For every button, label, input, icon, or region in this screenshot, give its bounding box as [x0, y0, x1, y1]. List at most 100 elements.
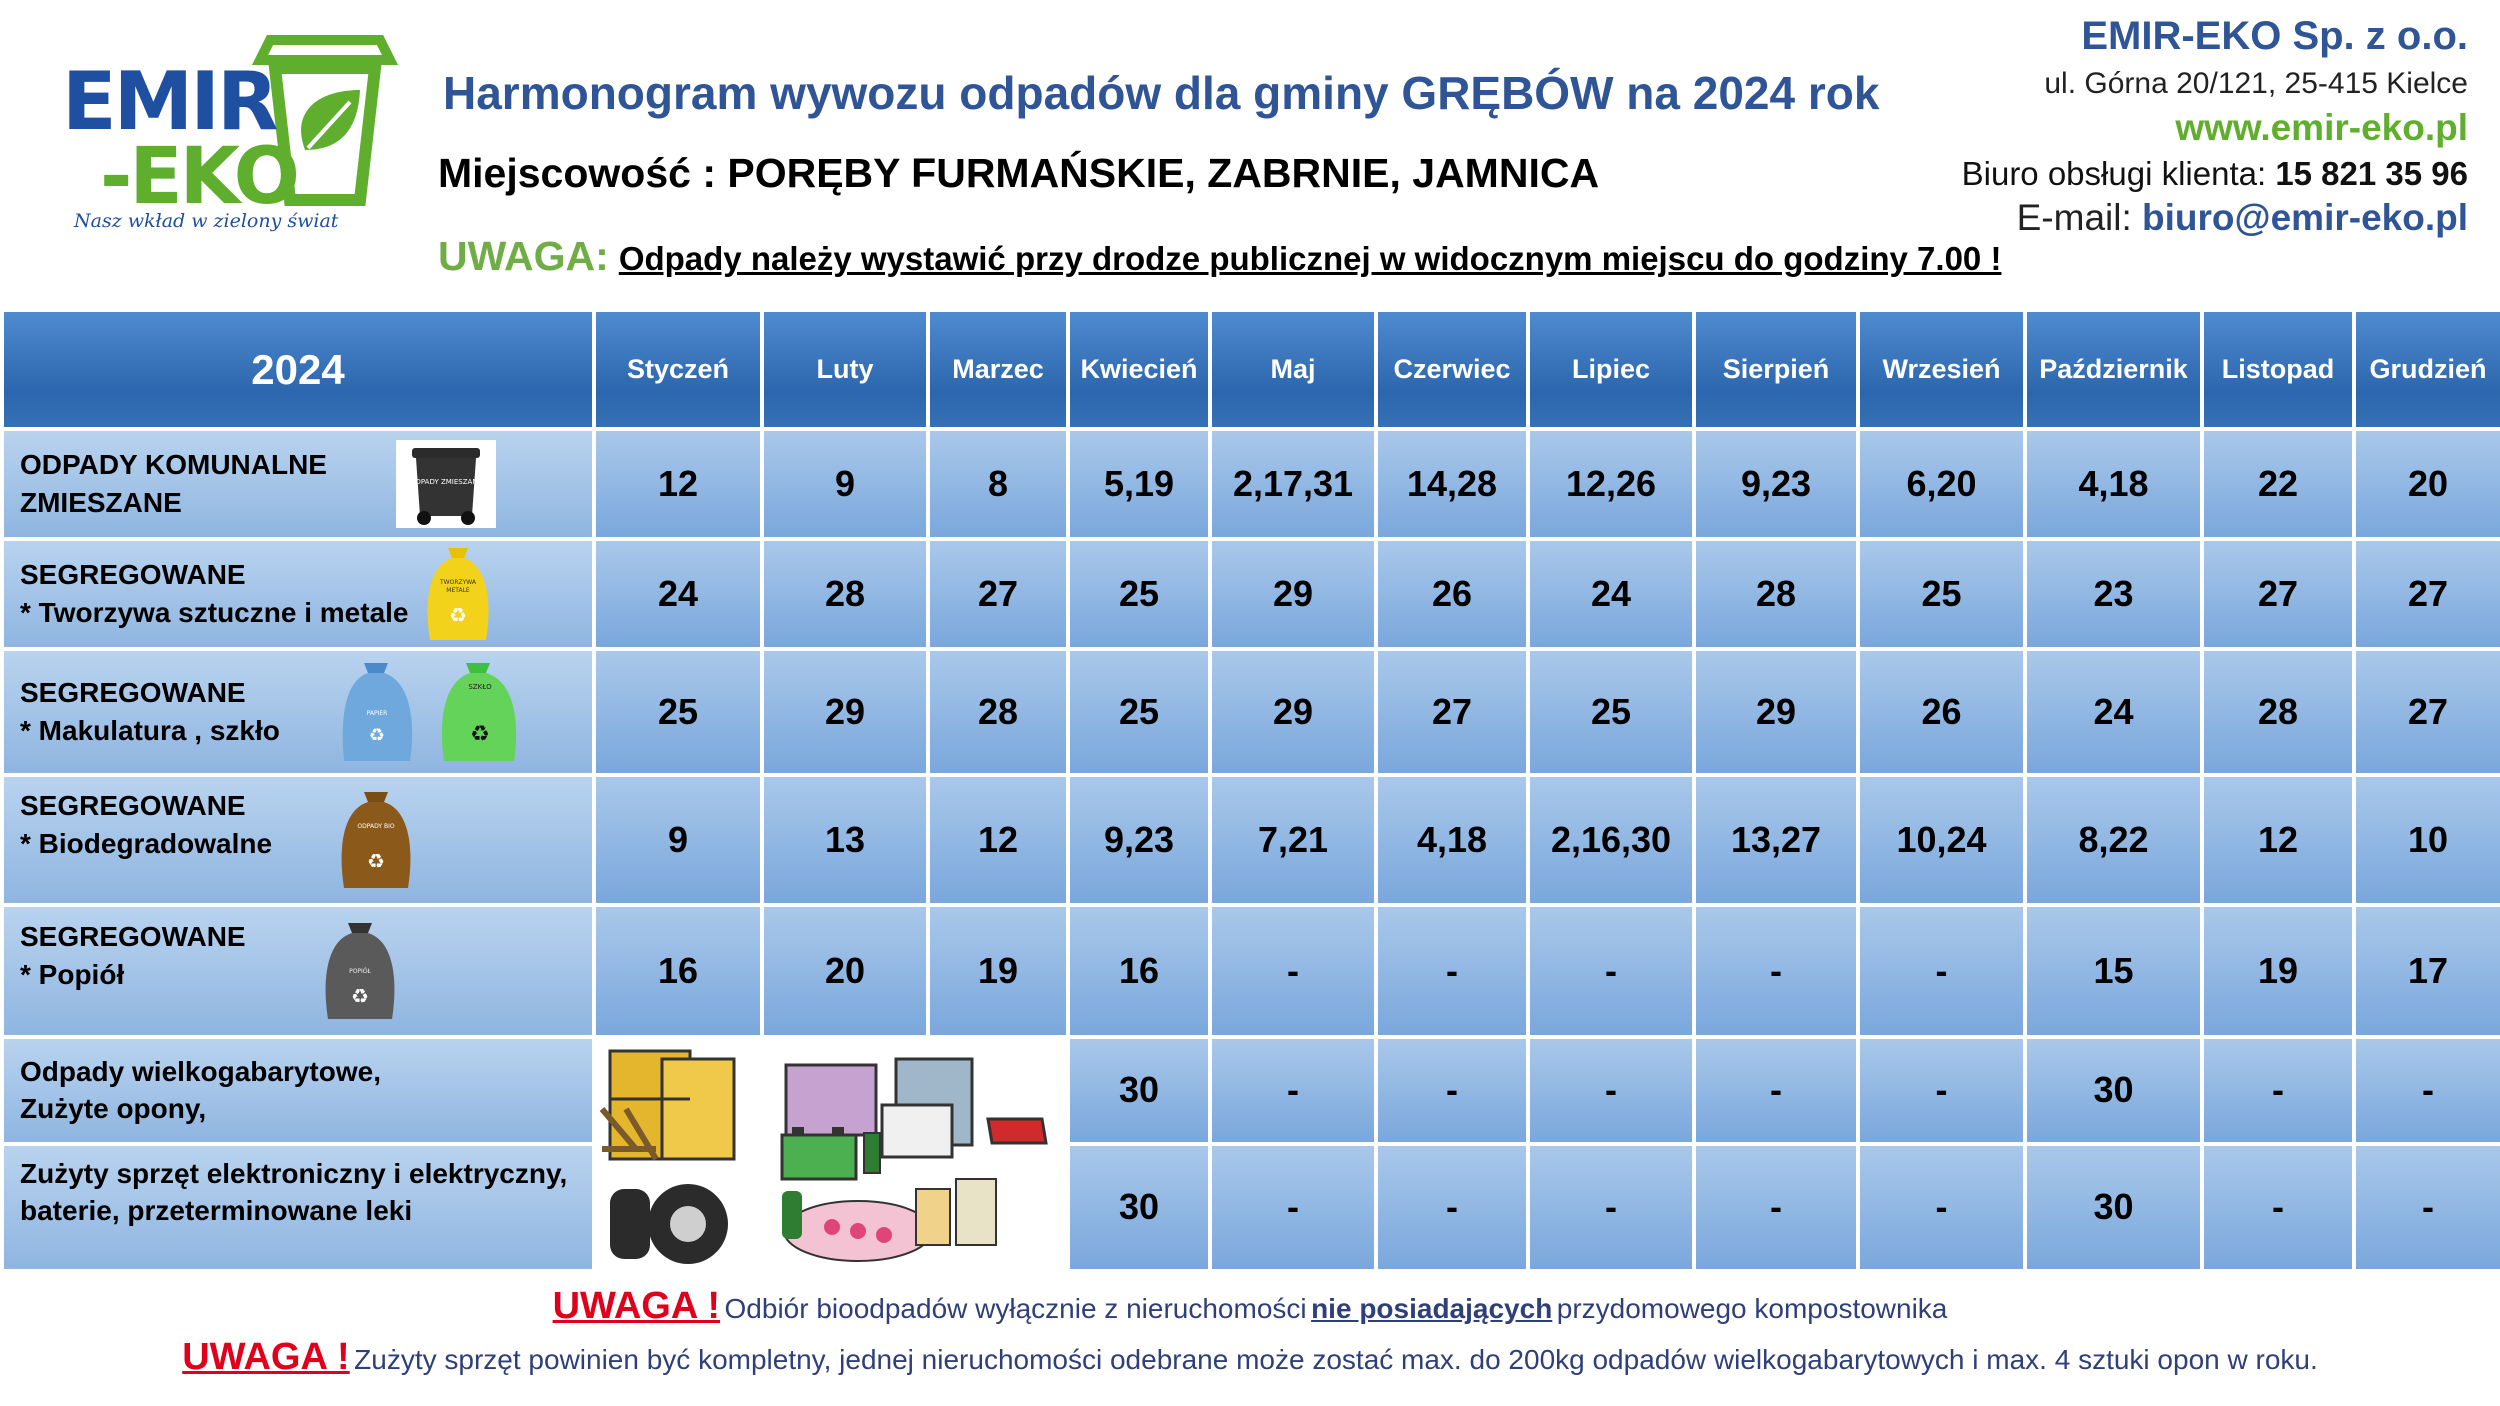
svg-text:ODPADY ZMIESZANE: ODPADY ZMIESZANE [410, 478, 482, 486]
schedule-cell: 27 [2200, 537, 2356, 651]
schedule-cell: 27 [2352, 647, 2500, 777]
svg-text:♻: ♻ [351, 984, 369, 1008]
bulky-waste-illustration [592, 1035, 1070, 1273]
schedule-cell: 7,21 [1208, 773, 1378, 907]
table-row: SEGREGOWANE * Makulatura , szkło PAPIER ♻… [0, 647, 2500, 777]
svg-text:TWORZYWA: TWORZYWA [439, 579, 477, 586]
company-name: EMIR-EKO Sp. z o.o. [2081, 14, 2468, 58]
schedule-cell: 28 [1692, 537, 1860, 651]
month-header: Marzec [926, 308, 1070, 431]
month-header: Luty [760, 308, 930, 431]
schedule-cell: - [1374, 1035, 1530, 1146]
footer-text: Zużyty sprzęt powinien być kompletny, je… [354, 1344, 2318, 1375]
page-title: Harmonogram wywozu odpadów dla gminy GRĘ… [443, 67, 1880, 119]
email-link[interactable]: biuro@emir-eko.pl [2142, 197, 2468, 238]
month-header: Sierpień [1692, 308, 1860, 431]
schedule-cell: 6,20 [1856, 427, 2027, 541]
row-label: SEGREGOWANE [20, 677, 246, 709]
schedule-cell: 24 [592, 537, 764, 651]
row-label: ZMIESZANE [20, 487, 182, 518]
notice-text: Odpady należy wystawić przy drodze publi… [618, 240, 2002, 277]
footer-text: Odbiór bioodpadów wyłącznie z nieruchomo… [724, 1293, 1307, 1324]
schedule-cell: 14,28 [1374, 427, 1530, 541]
company-info: EMIR-EKO Sp. z o.o. ul. Górna 20/121, 25… [1962, 14, 2468, 239]
table-row: SEGREGOWANE * Biodegradowalne ODPADY BIO … [0, 773, 2500, 907]
company-website-link[interactable]: www.emir-eko.pl [2175, 107, 2468, 148]
schedule-cell: 13 [760, 773, 930, 907]
footer-notice-bulky: UWAGA ! Zużyty sprzęt powinien być kompl… [0, 1336, 2500, 1379]
notice: UWAGA: Odpady należy wystawić przy drodze… [438, 233, 2001, 280]
month-header: Styczeń [592, 308, 764, 431]
bulky-waste-icon [599, 1049, 1048, 1264]
schedule-cell: - [1692, 903, 1860, 1039]
row-label: Zużyte opony, [20, 1093, 207, 1125]
brown-bag-icon: ODPADY BIO ♻ [341, 792, 411, 888]
schedule-cell: - [2352, 1141, 2500, 1274]
schedule-cell: 25 [1066, 537, 1212, 651]
schedule-cell: 8,22 [2023, 773, 2204, 907]
schedule-cell: 29 [1208, 647, 1378, 777]
month-header: Grudzień [2352, 308, 2500, 431]
row-label: * Biodegradowalne [20, 828, 273, 859]
month-header: Wrzesień [1856, 308, 2027, 431]
schedule-cell: - [1374, 1141, 1530, 1274]
recycle-bin-logo-icon [251, 35, 399, 206]
schedule-cell: 17 [2352, 903, 2500, 1039]
black-bin-icon: ODPADY ZMIESZANE [396, 440, 496, 528]
schedule-cell: 10 [2352, 773, 2500, 907]
schedule-cell: 5,19 [1066, 427, 1212, 541]
svg-text:♻: ♻ [369, 725, 385, 746]
table-row: SEGREGOWANE * Popiół POPIÓŁ ♻ 16 20 19 16… [0, 903, 2500, 1039]
schedule-cell: - [1856, 1141, 2027, 1274]
schedule-cell: 25 [1526, 647, 1696, 777]
schedule-cell: 16 [592, 903, 764, 1039]
schedule-cell: 30 [1066, 1141, 1212, 1274]
table-row: SEGREGOWANE * Tworzywa sztuczne i metale … [0, 537, 2500, 651]
row-label: ODPADY KOMUNALNE [20, 449, 327, 481]
phone-number: 15 821 35 96 [2275, 155, 2468, 192]
schedule-cell: 12 [592, 427, 764, 541]
schedule-cell: 28 [926, 647, 1070, 777]
schedule-cell: 8 [926, 427, 1070, 541]
schedule-cell: 9,23 [1066, 773, 1212, 907]
schedule-cell: 13,27 [1692, 773, 1860, 907]
schedule-cell: 4,18 [2023, 427, 2204, 541]
footer-emphasis: nie posiadających [1311, 1293, 1553, 1324]
schedule-cell: 4,18 [1374, 773, 1530, 907]
warning-label: UWAGA ! [552, 1285, 721, 1327]
month-header: Listopad [2200, 308, 2356, 431]
schedule-cell: 29 [1208, 537, 1378, 651]
yellow-bag-icon: TWORZYWA METALE ♻ [427, 548, 489, 640]
svg-text:POPIÓŁ: POPIÓŁ [349, 968, 371, 975]
schedule-cell: - [2200, 1141, 2356, 1274]
schedule-cell: 24 [1526, 537, 1696, 651]
schedule-cell: 25 [1856, 537, 2027, 651]
row-label-cell: SEGREGOWANE * Biodegradowalne ODPADY BIO … [0, 773, 596, 907]
email-label: E-mail: [2016, 197, 2132, 238]
table-row: Zużyty sprzęt elektroniczny i elektryczn… [0, 1141, 2500, 1274]
row-label-cell: ODPADY KOMUNALNE ZMIESZANE ODPADY ZMIESZA… [0, 427, 596, 541]
schedule-cell: - [2200, 1035, 2356, 1146]
schedule-cell: - [1856, 903, 2027, 1039]
footer-text: przydomowego kompostownika [1556, 1293, 1948, 1324]
company-address: ul. Górna 20/121, 25-415 Kielce [2044, 67, 2468, 100]
company-logo: EMIR -EKO Nasz wkład w zielony świat [40, 20, 440, 260]
company-phone: Biuro obsługi klienta: 15 821 35 96 [1962, 155, 2468, 193]
schedule-cell: 23 [2023, 537, 2204, 651]
schedule-cell: 19 [2200, 903, 2356, 1039]
schedule-cell: 24 [2023, 647, 2204, 777]
row-label-cell: SEGREGOWANE * Makulatura , szkło PAPIER ♻… [0, 647, 596, 777]
schedule-cell: 30 [2023, 1141, 2204, 1274]
schedule-cell: - [1692, 1035, 1860, 1146]
month-header: Czerwiec [1374, 308, 1530, 431]
row-label: SEGREGOWANE [20, 921, 246, 953]
schedule-cell: 27 [926, 537, 1070, 651]
schedule-cell: 30 [2023, 1035, 2204, 1146]
svg-text:ODPADY BIO: ODPADY BIO [357, 823, 394, 830]
schedule-cell: 9,23 [1692, 427, 1860, 541]
row-label: SEGREGOWANE [20, 559, 246, 591]
logo-text: -EKO [100, 132, 300, 222]
company-email: E-mail: biuro@emir-eko.pl [1962, 197, 2468, 239]
schedule-cell: 12 [2200, 773, 2356, 907]
schedule-cell: 30 [1066, 1035, 1212, 1146]
